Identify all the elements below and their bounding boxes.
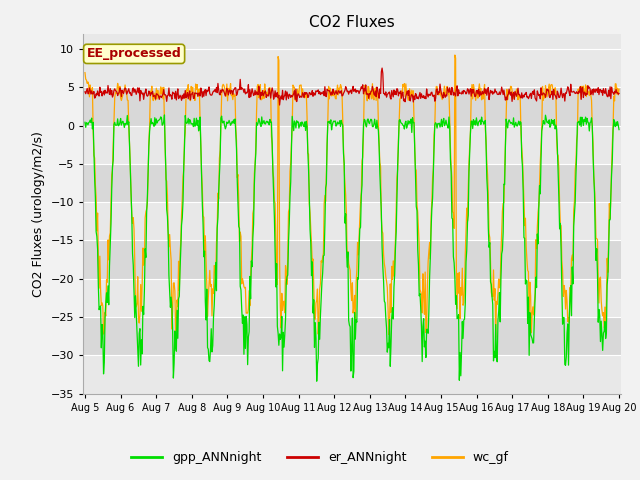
Bar bbox=[83, 355, 621, 394]
Y-axis label: CO2 Fluxes (urology/m2/s): CO2 Fluxes (urology/m2/s) bbox=[32, 131, 45, 297]
Legend: gpp_ANNnight, er_ANNnight, wc_gf: gpp_ANNnight, er_ANNnight, wc_gf bbox=[126, 446, 514, 469]
Bar bbox=[83, 202, 621, 240]
gpp_ANNnight bbox=[615, 127, 623, 132]
er_ANNnight bbox=[200, 94, 207, 99]
er_ANNnight bbox=[276, 102, 284, 108]
Bar bbox=[83, 240, 621, 279]
wc_gf bbox=[91, 155, 99, 161]
gpp_ANNnight bbox=[434, 120, 442, 126]
gpp_ANNnight bbox=[91, 175, 99, 181]
er_ANNnight bbox=[434, 92, 442, 97]
Bar bbox=[83, 49, 621, 87]
wc_gf bbox=[146, 123, 154, 129]
gpp_ANNnight bbox=[161, 112, 168, 118]
gpp_ANNnight bbox=[201, 248, 209, 254]
er_ANNnight bbox=[146, 90, 154, 96]
er_ANNnight bbox=[228, 88, 236, 94]
er_ANNnight bbox=[419, 94, 426, 100]
Bar bbox=[83, 317, 621, 355]
gpp_ANNnight bbox=[81, 120, 89, 125]
wc_gf bbox=[433, 84, 440, 89]
er_ANNnight bbox=[91, 95, 99, 101]
Text: EE_processed: EE_processed bbox=[87, 48, 182, 60]
Bar bbox=[83, 87, 621, 125]
wc_gf bbox=[451, 52, 459, 58]
gpp_ANNnight bbox=[229, 120, 237, 126]
gpp_ANNnight bbox=[146, 129, 154, 134]
wc_gf bbox=[615, 86, 623, 92]
er_ANNnight bbox=[615, 91, 623, 96]
wc_gf bbox=[417, 289, 424, 295]
Line: er_ANNnight: er_ANNnight bbox=[85, 68, 619, 105]
Line: gpp_ANNnight: gpp_ANNnight bbox=[85, 115, 619, 381]
er_ANNnight bbox=[378, 65, 386, 71]
Title: CO2 Fluxes: CO2 Fluxes bbox=[309, 15, 395, 30]
gpp_ANNnight bbox=[313, 378, 321, 384]
wc_gf bbox=[200, 215, 207, 220]
er_ANNnight bbox=[81, 89, 89, 95]
wc_gf bbox=[492, 334, 500, 340]
wc_gf bbox=[81, 70, 89, 75]
Line: wc_gf: wc_gf bbox=[85, 55, 619, 337]
wc_gf bbox=[228, 92, 236, 98]
gpp_ANNnight bbox=[419, 359, 426, 364]
Bar bbox=[83, 164, 621, 202]
Bar bbox=[83, 279, 621, 317]
Bar bbox=[83, 125, 621, 164]
